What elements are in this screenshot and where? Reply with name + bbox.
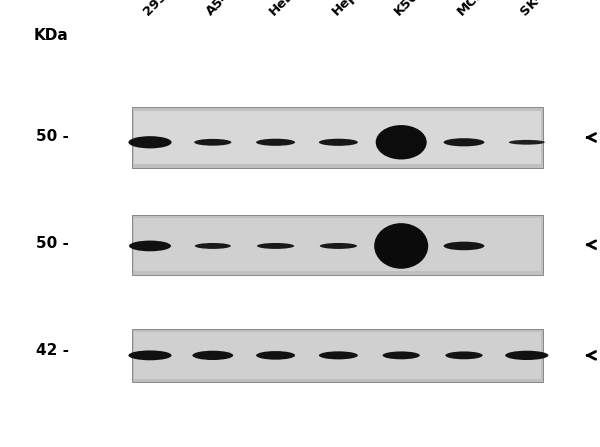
Ellipse shape [383,351,420,359]
Ellipse shape [319,139,358,146]
Bar [134,218,541,271]
Text: MCF-7: MCF-7 [455,0,497,18]
Ellipse shape [256,139,295,146]
Ellipse shape [374,223,428,269]
Text: 42 -: 42 - [36,343,69,358]
Ellipse shape [129,240,171,251]
Text: SK-N-SH: SK-N-SH [518,0,571,18]
Ellipse shape [443,138,484,146]
Bar [132,215,543,275]
Ellipse shape [194,139,232,146]
Text: 50 -: 50 - [36,236,69,251]
Text: HeLa: HeLa [266,0,302,18]
Ellipse shape [128,350,172,360]
Ellipse shape [128,136,172,148]
Text: K562: K562 [392,0,428,18]
Ellipse shape [376,125,427,160]
Text: KDa: KDa [34,28,68,43]
Ellipse shape [319,351,358,359]
Bar [134,111,541,164]
Text: A549: A549 [203,0,239,18]
Ellipse shape [195,243,231,249]
Ellipse shape [443,242,484,250]
Text: HepG2: HepG2 [329,0,373,18]
Text: 50 -: 50 - [36,129,69,144]
Ellipse shape [193,351,233,360]
Ellipse shape [320,243,357,249]
Bar [134,332,541,379]
Ellipse shape [257,243,294,249]
Bar [132,329,543,382]
Ellipse shape [445,351,482,359]
Bar [132,107,543,168]
Ellipse shape [256,351,295,360]
Text: 293: 293 [141,0,169,18]
Ellipse shape [509,140,545,145]
Ellipse shape [505,351,548,360]
